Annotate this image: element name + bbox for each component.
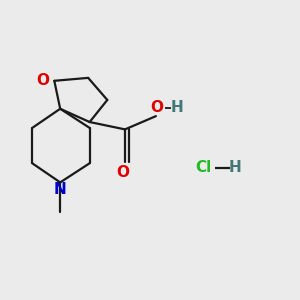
Text: Cl: Cl xyxy=(195,160,211,175)
Text: H: H xyxy=(170,100,183,116)
Text: O: O xyxy=(37,73,50,88)
Text: O: O xyxy=(116,166,129,181)
Text: N: N xyxy=(54,182,67,197)
Text: O: O xyxy=(150,100,163,116)
Text: H: H xyxy=(229,160,242,175)
